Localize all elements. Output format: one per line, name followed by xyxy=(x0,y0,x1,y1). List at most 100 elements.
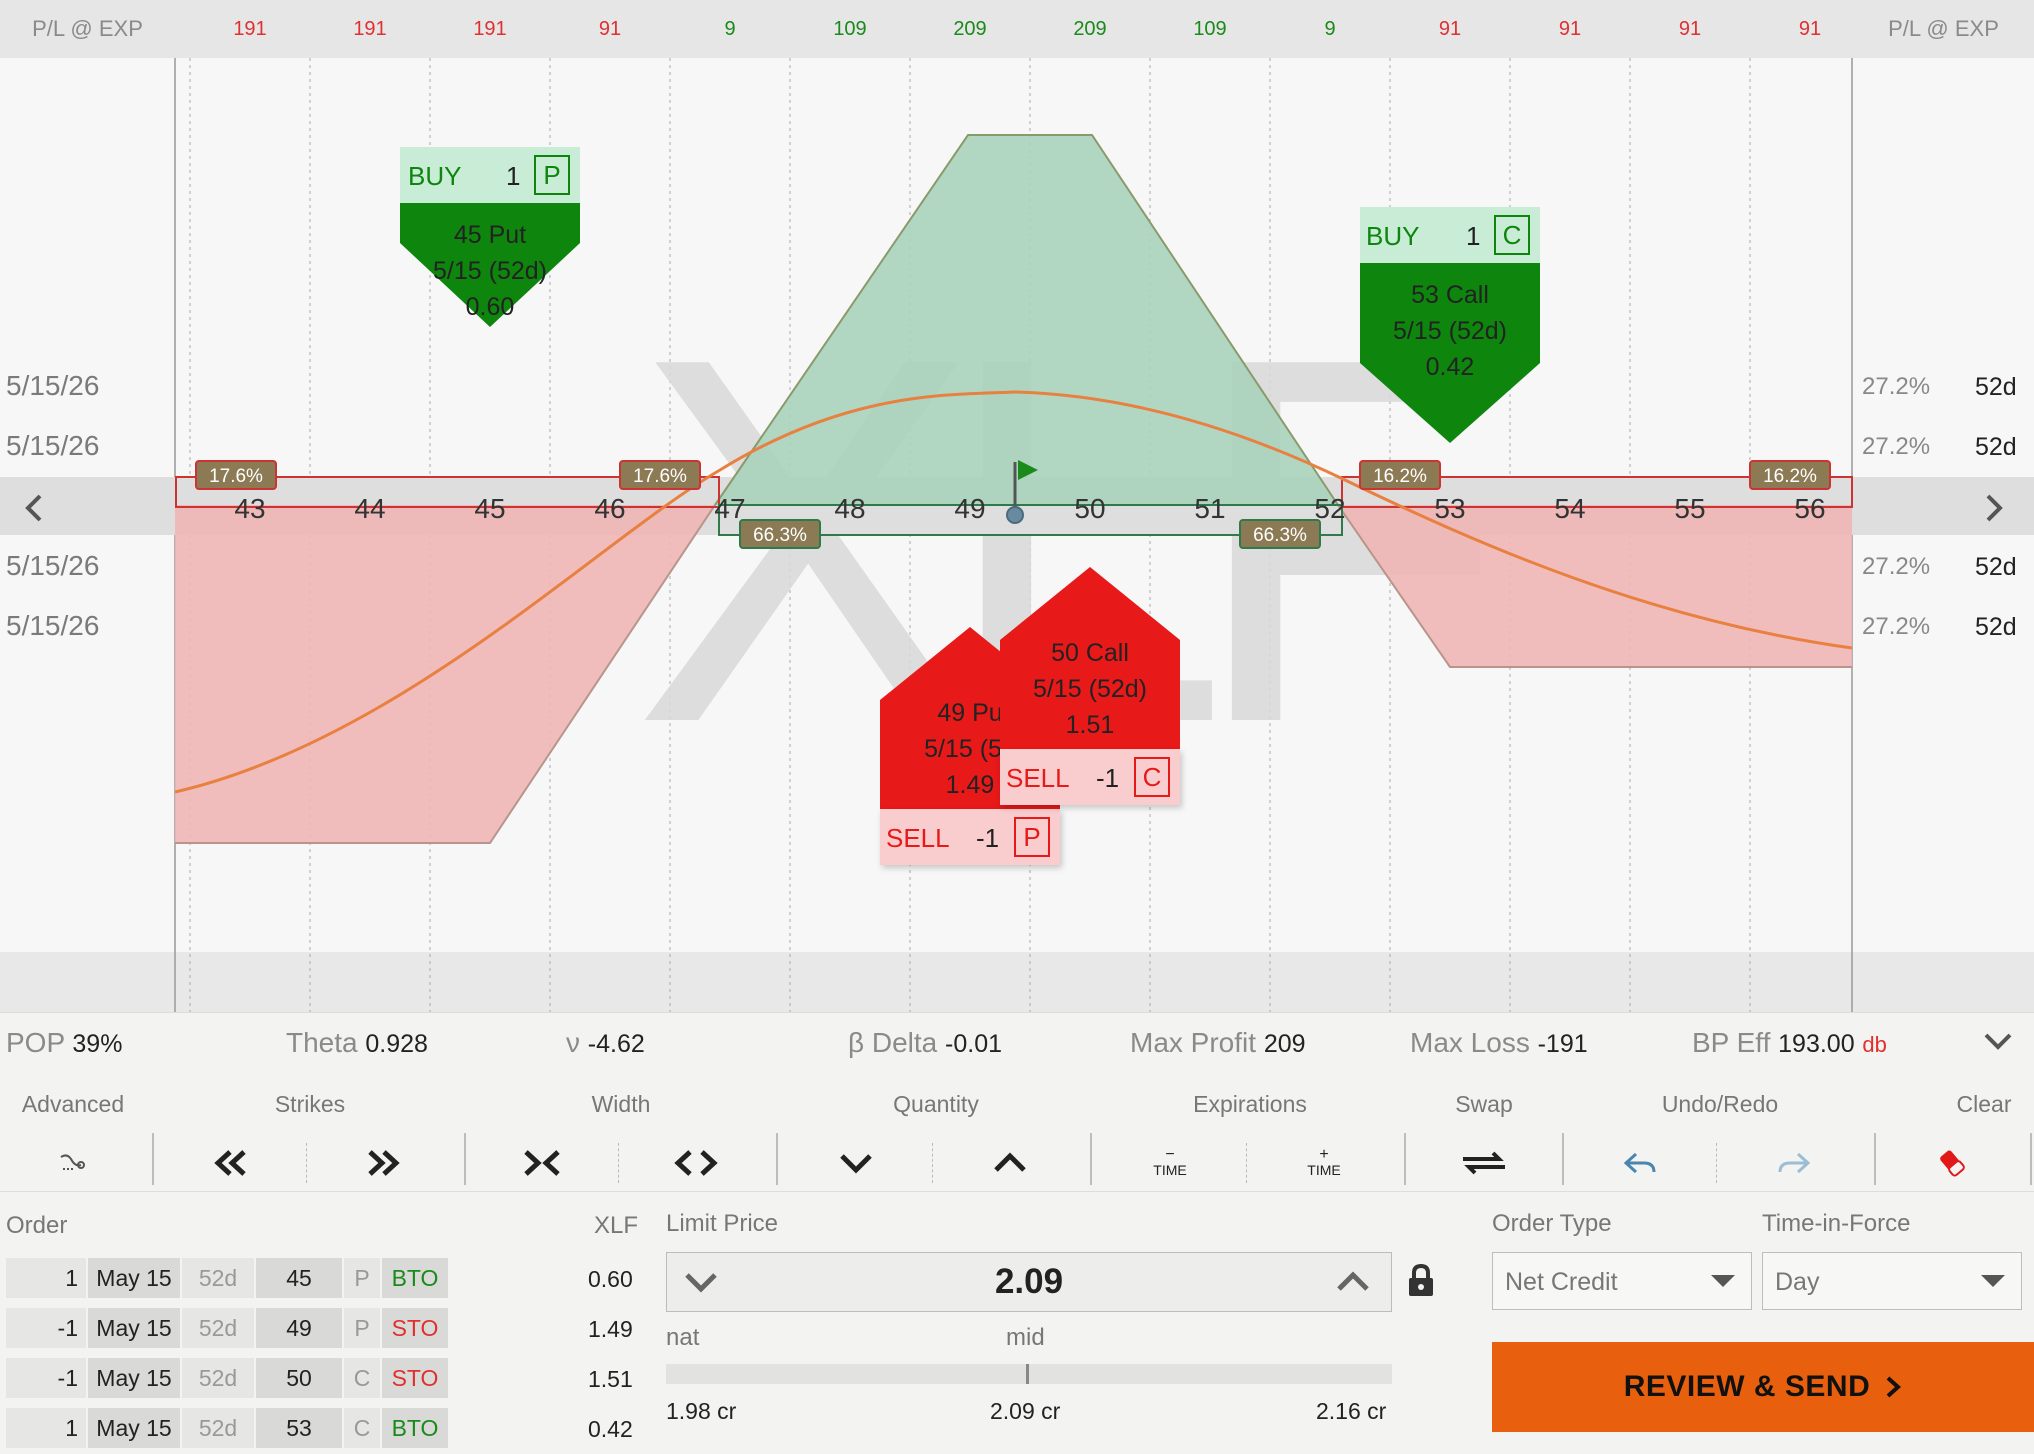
theta-label: Theta xyxy=(286,1027,358,1058)
leg-qty: 1 xyxy=(1466,221,1481,251)
order-strike[interactable]: 45 xyxy=(256,1258,342,1298)
pl-value: 9 xyxy=(1324,18,1336,40)
pop-label: POP xyxy=(6,1027,65,1058)
strikes-down-button[interactable] xyxy=(170,1133,290,1193)
order-type: C xyxy=(344,1408,380,1448)
order-month[interactable]: May 15 xyxy=(88,1258,180,1298)
iv-label: 27.2% xyxy=(1862,613,1931,640)
width-widen-button[interactable] xyxy=(636,1133,756,1193)
tif-value: Day xyxy=(1775,1268,1820,1296)
leg-long-call[interactable]: BUY 1 C 53 Call 5/15 (52d) 0.42 xyxy=(1360,207,1540,448)
limit-price-field[interactable]: 2.09 xyxy=(666,1252,1392,1312)
order-month[interactable]: May 15 xyxy=(88,1408,180,1448)
redo-button[interactable] xyxy=(1734,1133,1854,1193)
pl-value: 209 xyxy=(953,18,987,40)
swap-button[interactable] xyxy=(1424,1133,1544,1193)
order-month[interactable]: May 15 xyxy=(88,1358,180,1398)
advanced-button[interactable] xyxy=(12,1133,132,1193)
order-type: P xyxy=(344,1308,380,1348)
strike-label[interactable]: 56 xyxy=(1794,493,1825,524)
strike-label[interactable]: 45 xyxy=(474,493,505,524)
order-qty[interactable]: -1 xyxy=(6,1308,86,1348)
max-profit-value: 209 xyxy=(1263,1030,1306,1058)
tif-label: Time-in-Force xyxy=(1762,1210,1911,1237)
probability-value: 16.2% xyxy=(1763,466,1817,487)
leg-line3: 0.60 xyxy=(465,293,515,321)
pl-value: 191 xyxy=(473,18,507,40)
order-qty[interactable]: 1 xyxy=(6,1408,86,1448)
strikes-up-button[interactable] xyxy=(324,1133,444,1193)
strike-label[interactable]: 53 xyxy=(1434,493,1465,524)
order-dte: 52d xyxy=(182,1358,254,1398)
double-chevron-right-icon xyxy=(368,1150,400,1176)
leg-short-call[interactable]: 50 Call 5/15 (52d) 1.51 SELL -1 C xyxy=(1000,567,1180,807)
pl-value: 91 xyxy=(1798,18,1822,40)
leg-action: BUY xyxy=(1366,221,1420,251)
clear-button[interactable] xyxy=(1892,1133,2012,1193)
pl-value: 191 xyxy=(353,18,387,40)
strike-label[interactable]: 46 xyxy=(594,493,625,524)
strike-label[interactable]: 47 xyxy=(714,493,745,524)
pl-value: 209 xyxy=(1073,18,1107,40)
leg-line2: 5/15 (52d) xyxy=(1033,675,1147,703)
probability-value: 17.6% xyxy=(209,466,263,487)
exp-date-label: 5/15/26 xyxy=(6,610,100,641)
order-type-select[interactable]: Net Credit xyxy=(1492,1252,1752,1310)
review-send-button[interactable]: REVIEW & SEND xyxy=(1492,1342,2034,1432)
pl-value: 109 xyxy=(1193,18,1227,40)
vega-value: -4.62 xyxy=(587,1030,645,1058)
limit-price-value[interactable]: 2.09 xyxy=(994,1262,1064,1301)
strike-label[interactable]: 51 xyxy=(1194,493,1225,524)
strike-label[interactable]: 50 xyxy=(1074,493,1105,524)
expiration-earlier-button[interactable]: − TIME xyxy=(1110,1133,1230,1193)
strike-label[interactable]: 44 xyxy=(354,493,385,524)
order-strike[interactable]: 50 xyxy=(256,1358,342,1398)
order-strike[interactable]: 53 xyxy=(256,1408,342,1448)
price-slider[interactable] xyxy=(666,1364,1392,1384)
leg-long-put[interactable]: BUY 1 P 45 Put 5/15 (52d) 0.60 xyxy=(400,147,580,333)
order-dte: 52d xyxy=(182,1408,254,1448)
tif-select[interactable]: Day xyxy=(1762,1252,2022,1310)
order-qty[interactable]: -1 xyxy=(6,1358,86,1398)
quantity-down-button[interactable] xyxy=(796,1133,916,1193)
scroll-right-icon xyxy=(1986,494,2003,522)
strike-label[interactable]: 48 xyxy=(834,493,865,524)
width-label: Width xyxy=(591,1091,651,1117)
probability-tag: 17.6% xyxy=(619,460,701,490)
eraser-icon xyxy=(1940,1150,1965,1177)
undo-button[interactable] xyxy=(1580,1133,1700,1193)
strike-label[interactable]: 43 xyxy=(234,493,265,524)
price-down-chevron-icon[interactable] xyxy=(683,1267,719,1302)
leg-line1: 53 Call xyxy=(1411,281,1489,309)
clear-label: Clear xyxy=(1956,1091,2012,1117)
order-action: BTO xyxy=(382,1258,448,1298)
leg-type-badge: P xyxy=(534,155,570,195)
lock-icon[interactable] xyxy=(1406,1263,1436,1303)
exp-date-label: 5/15/26 xyxy=(6,550,100,581)
mid-label: mid xyxy=(1006,1324,1045,1351)
price-slider-handle[interactable] xyxy=(1026,1364,1029,1384)
plus-icon: + xyxy=(1319,1146,1329,1163)
probability-tag: 66.3% xyxy=(1239,519,1321,549)
swap-icon xyxy=(1463,1151,1505,1175)
strike-label[interactable]: 55 xyxy=(1674,493,1705,524)
pl-value: 191 xyxy=(233,18,267,40)
bp-value: 193.00 xyxy=(1778,1030,1855,1058)
width-narrow-button[interactable] xyxy=(482,1133,602,1193)
strike-label[interactable]: 49 xyxy=(954,493,985,524)
strike-label[interactable]: 52 xyxy=(1314,493,1345,524)
price-up-chevron-icon[interactable] xyxy=(1335,1267,1371,1302)
order-month[interactable]: May 15 xyxy=(88,1308,180,1348)
expand-chevron-icon[interactable] xyxy=(1980,1027,2016,1057)
expiration-later-button[interactable]: + TIME xyxy=(1264,1133,1384,1193)
strike-label[interactable]: 54 xyxy=(1554,493,1585,524)
order-action: STO xyxy=(382,1358,448,1398)
order-leg-price: 0.60 xyxy=(588,1266,633,1292)
order-panel: Order XLF 1 May 15 52d 45 P BTO 0.60 -1 May 15 52… xyxy=(0,1192,2034,1454)
quantity-up-button[interactable] xyxy=(950,1133,1070,1193)
iv-label: 27.2% xyxy=(1862,373,1931,400)
order-strike[interactable]: 49 xyxy=(256,1308,342,1348)
probability-tag: 66.3% xyxy=(739,519,821,549)
vega-label: ν xyxy=(566,1027,580,1058)
order-qty[interactable]: 1 xyxy=(6,1258,86,1298)
